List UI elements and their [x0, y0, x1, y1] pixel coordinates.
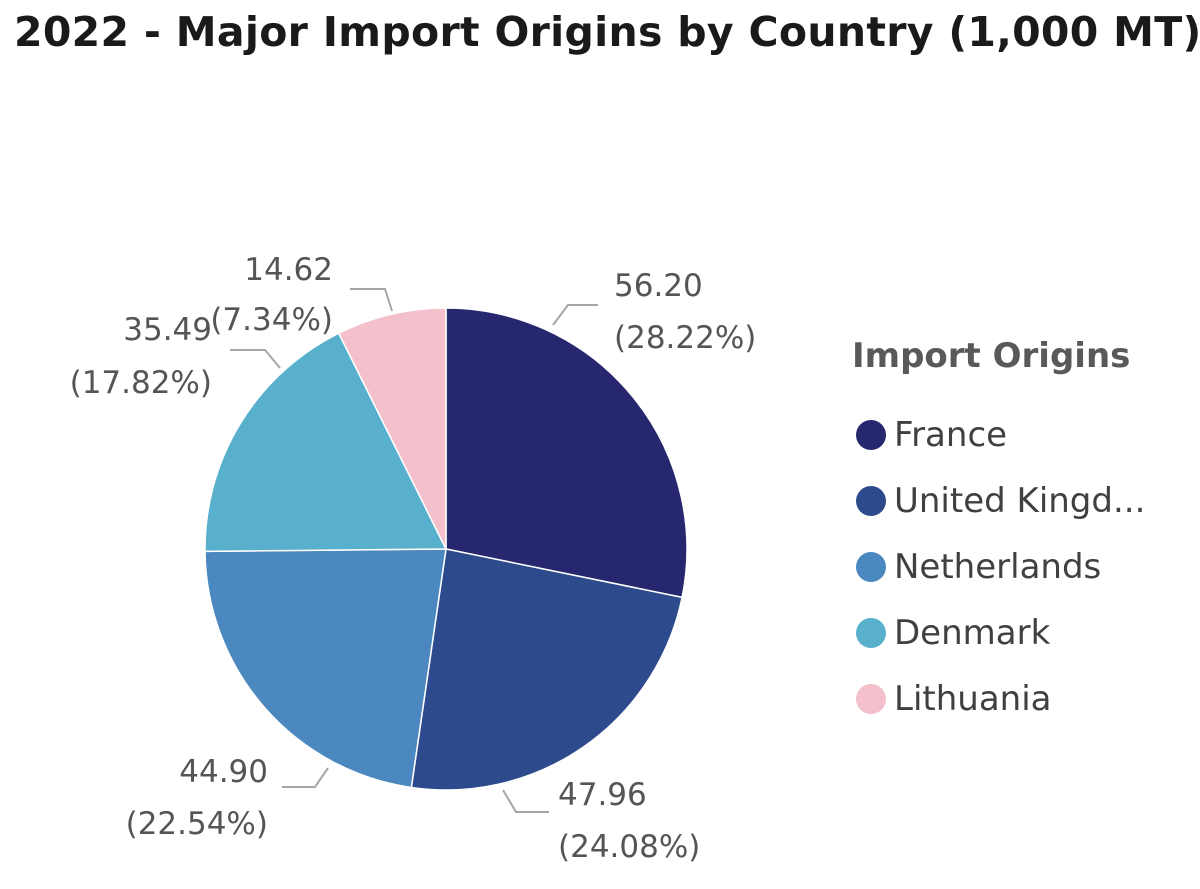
legend-item-france[interactable]: France [852, 396, 1145, 474]
legend-label: Netherlands [894, 547, 1102, 587]
data-label-value-denmark: 35.49 [123, 312, 212, 348]
leader-line-france [552, 304, 598, 326]
legend-item-united-kingd[interactable]: United Kingd... [852, 462, 1145, 540]
legend-item-denmark[interactable]: Denmark [852, 594, 1145, 672]
legend-item-lithuania[interactable]: Lithuania [852, 660, 1145, 738]
data-label-value-france: 56.20 [614, 268, 703, 304]
legend-title: Import Origins [852, 336, 1131, 376]
legend-label: Denmark [894, 613, 1051, 653]
legend-item-netherlands[interactable]: Netherlands [852, 528, 1145, 606]
legend-swatch-icon [856, 552, 886, 582]
data-label-value-netherlands: 44.90 [179, 754, 268, 790]
legend-items: France United Kingd... Netherlands Denmark L… [852, 396, 1145, 738]
data-label-value-united-kingd: 47.96 [558, 777, 647, 813]
data-label-value-lithuania: 14.62 [244, 252, 333, 288]
chart-title: 2022 - Major Import Origins by Country (… [14, 8, 1200, 56]
leader-line-denmark [230, 349, 281, 369]
legend: Import Origins France United Kingd... Neth… [852, 336, 1145, 738]
legend-swatch-icon [856, 618, 886, 648]
legend-swatch-icon [856, 486, 886, 516]
pie-slice-denmark[interactable] [204, 332, 448, 553]
leader-lines [230, 288, 598, 813]
legend-swatch-icon [856, 684, 886, 714]
data-label-percent-denmark: (17.82%) [70, 365, 212, 401]
pie-slice-lithuania[interactable] [337, 307, 447, 550]
legend-label: Lithuania [894, 679, 1052, 719]
legend-label: United Kingd... [894, 481, 1146, 521]
data-labels: 56.20 (28.22%) 47.96 (24.08%) 44.90 (22.54%) 3… [70, 252, 757, 865]
pie-slice-united-kingd[interactable] [410, 548, 683, 791]
legend-swatch-icon [856, 420, 886, 450]
pie-slices [204, 307, 688, 791]
pie-slice-netherlands[interactable] [204, 548, 447, 789]
leader-line-united-kingd [502, 789, 549, 813]
data-label-percent-united-kingd: (24.08%) [558, 829, 700, 865]
pie-slice-france[interactable] [445, 307, 688, 599]
legend-label: France [894, 415, 1008, 455]
leader-line-netherlands [282, 767, 329, 788]
leader-line-lithuania [350, 288, 393, 312]
data-label-percent-lithuania: (7.34%) [210, 302, 333, 338]
data-label-percent-france: (28.22%) [614, 320, 756, 356]
data-label-percent-netherlands: (22.54%) [126, 806, 268, 842]
